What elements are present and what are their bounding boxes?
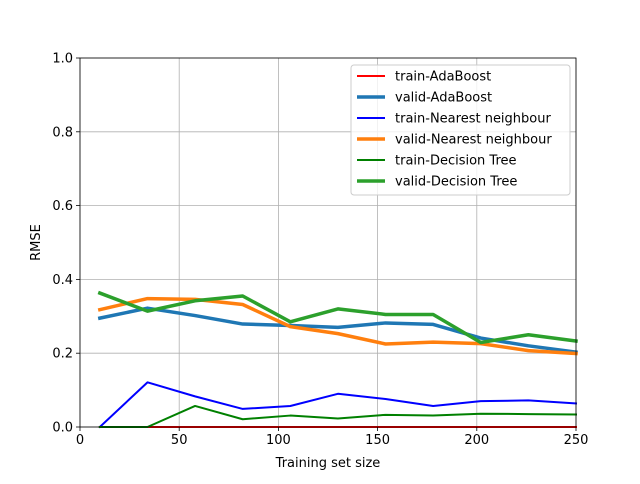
x-tick-label: 50 [171,433,188,448]
x-tick-label: 150 [365,433,390,448]
legend-label: train-Decision Tree [395,154,517,169]
legend-label: valid-Decision Tree [395,175,517,190]
plot-frame [79,57,577,428]
y-tick-label: 0.8 [52,125,73,140]
y-tick-label: 0.4 [52,273,73,288]
series-line-train-decision-tree [98,404,578,428]
legend-label: valid-Nearest neighbour [395,133,552,148]
x-tick-label: 250 [564,433,589,448]
x-tick-label: 200 [464,433,489,448]
series-line-valid-decision-tree [97,290,578,345]
y-tick-label: 0.6 [52,199,73,214]
series-line-train-nearest-neighbour [98,381,578,429]
legend-box [350,64,571,196]
legend: train-AdaBoost valid-AdaBoost train-Neares… [350,64,571,196]
axis-ticks: 0 50 100 150 200 250 0.0 0.2 0.4 0.6 0.8 1.0 [52,52,588,449]
y-tick-label: 1.0 [52,52,73,67]
legend-label: valid-AdaBoost [395,91,492,106]
y-tick-label: 0.0 [52,421,73,436]
y-axis-label: RMSE [29,224,44,261]
y-tick-label: 0.2 [52,347,73,362]
x-tick-label: 0 [76,433,84,448]
x-tick-label: 100 [266,433,291,448]
series-line-valid-nearest-neighbour [97,296,578,356]
x-axis-label: Training set size [275,456,381,471]
legend-label: train-AdaBoost [395,70,491,85]
legend-label: train-Nearest neighbour [395,112,551,127]
